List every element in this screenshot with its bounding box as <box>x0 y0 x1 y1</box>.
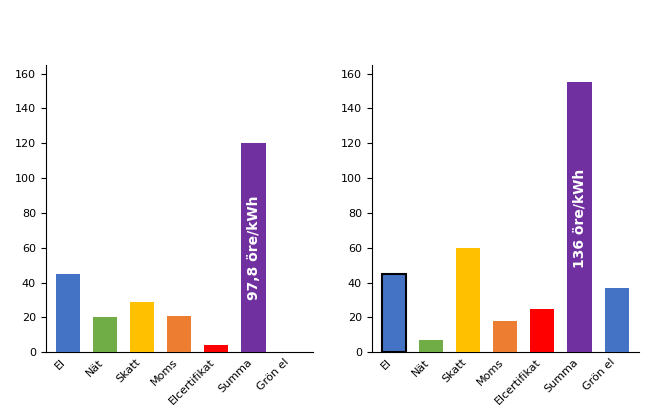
Bar <box>167 316 192 352</box>
Bar <box>530 309 554 352</box>
Bar <box>204 345 228 352</box>
Bar <box>56 274 80 352</box>
Text: 136 öre/kWh: 136 öre/kWh <box>572 168 587 268</box>
Bar <box>419 340 443 352</box>
Bar <box>456 248 481 352</box>
Bar <box>93 318 117 352</box>
Bar <box>567 82 591 352</box>
Bar <box>604 288 629 352</box>
Bar <box>130 302 155 352</box>
Bar <box>241 143 265 352</box>
Text: Köper el: Köper el <box>95 16 225 45</box>
Text: Säljer el: Säljer el <box>428 16 557 45</box>
Bar <box>493 321 518 352</box>
Bar <box>382 274 406 352</box>
Text: 97,8 öre/kWh: 97,8 öre/kWh <box>246 196 261 300</box>
